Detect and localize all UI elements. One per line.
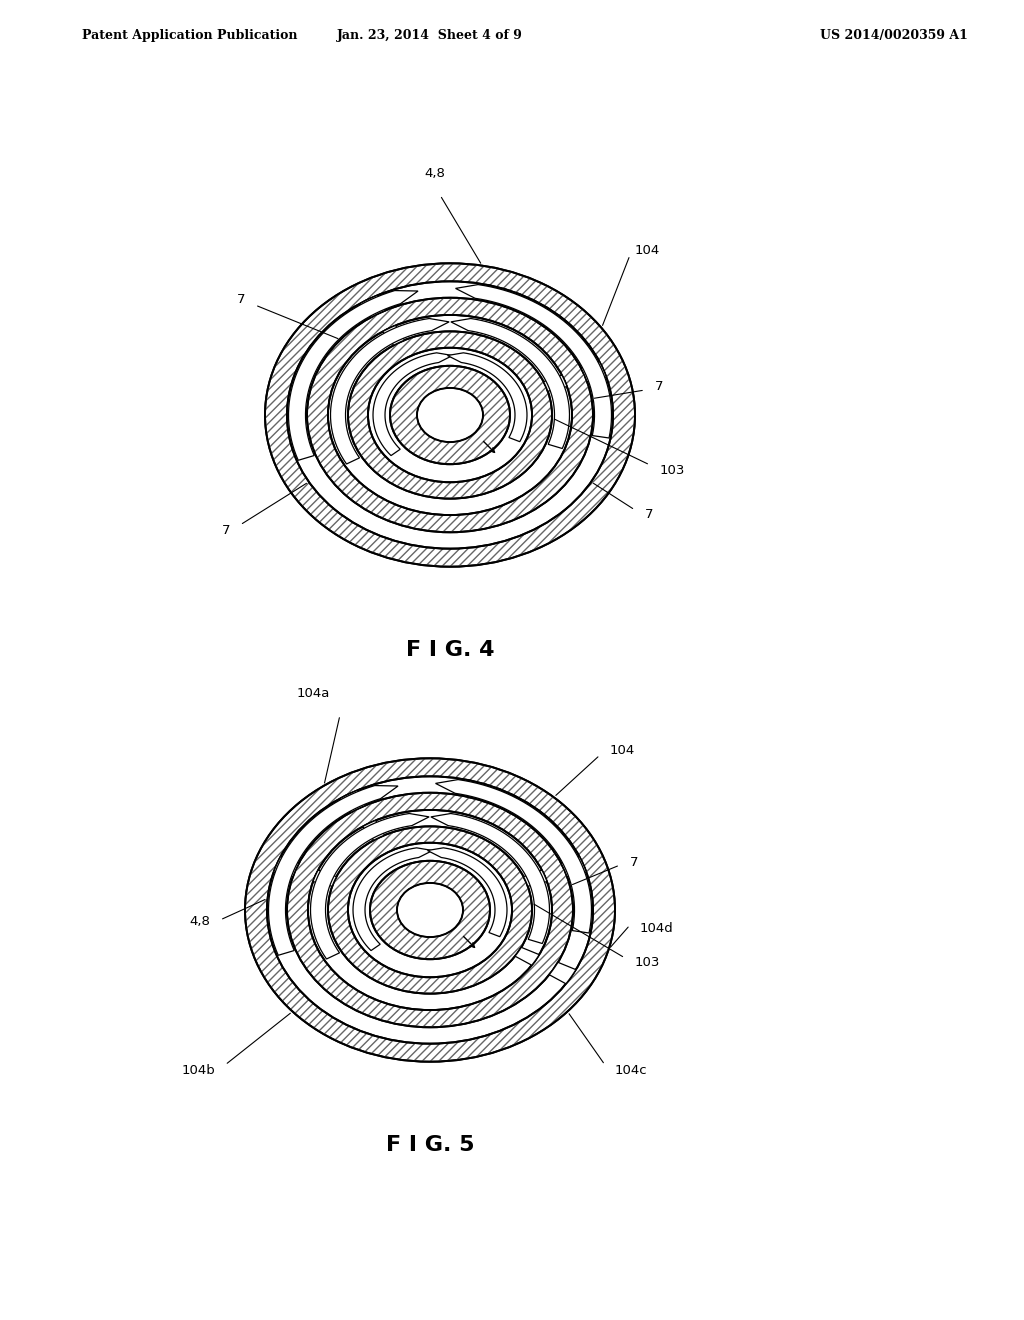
Ellipse shape — [328, 315, 572, 515]
Polygon shape — [310, 813, 429, 960]
Polygon shape — [544, 375, 567, 391]
Text: 104b: 104b — [181, 1064, 215, 1077]
Polygon shape — [549, 962, 575, 983]
Text: 7: 7 — [630, 855, 639, 869]
Text: 104d: 104d — [640, 921, 674, 935]
Polygon shape — [582, 362, 606, 381]
Ellipse shape — [370, 861, 490, 960]
Polygon shape — [561, 857, 587, 876]
Ellipse shape — [328, 826, 532, 994]
Text: F I G. 5: F I G. 5 — [386, 1135, 474, 1155]
Polygon shape — [331, 318, 450, 465]
Ellipse shape — [308, 810, 552, 1010]
Ellipse shape — [390, 366, 510, 465]
Polygon shape — [427, 847, 507, 937]
Polygon shape — [431, 813, 550, 944]
Polygon shape — [383, 326, 404, 346]
Ellipse shape — [348, 842, 512, 977]
Text: 104c: 104c — [615, 1064, 647, 1077]
Polygon shape — [435, 780, 592, 933]
Ellipse shape — [267, 776, 593, 1044]
Text: 103: 103 — [635, 956, 660, 969]
Polygon shape — [447, 352, 527, 442]
Polygon shape — [360, 296, 386, 317]
Text: US 2014/0020359 A1: US 2014/0020359 A1 — [820, 29, 968, 41]
Text: 4,8: 4,8 — [189, 916, 210, 928]
Ellipse shape — [368, 347, 532, 482]
Text: 7: 7 — [221, 524, 230, 536]
Polygon shape — [313, 870, 337, 886]
Polygon shape — [268, 785, 398, 956]
Ellipse shape — [417, 388, 483, 442]
Polygon shape — [456, 285, 611, 438]
Text: 7: 7 — [237, 293, 245, 306]
Polygon shape — [273, 857, 299, 876]
Polygon shape — [451, 318, 569, 449]
Text: Jan. 23, 2014  Sheet 4 of 9: Jan. 23, 2014 Sheet 4 of 9 — [337, 29, 523, 41]
Text: 4,8: 4,8 — [425, 168, 445, 180]
Polygon shape — [523, 870, 547, 886]
Polygon shape — [362, 821, 384, 841]
Ellipse shape — [348, 331, 552, 499]
Ellipse shape — [397, 883, 463, 937]
Ellipse shape — [287, 281, 613, 549]
Polygon shape — [373, 352, 453, 455]
Ellipse shape — [287, 793, 573, 1027]
Polygon shape — [289, 290, 418, 461]
Text: 103: 103 — [660, 463, 685, 477]
Text: F I G. 4: F I G. 4 — [406, 640, 495, 660]
Polygon shape — [353, 847, 432, 950]
Ellipse shape — [245, 758, 615, 1061]
Ellipse shape — [265, 263, 635, 566]
Text: 104: 104 — [635, 243, 660, 256]
Text: Patent Application Publication: Patent Application Publication — [82, 29, 298, 41]
Text: 7: 7 — [655, 380, 664, 393]
Polygon shape — [515, 948, 540, 965]
Text: 7: 7 — [645, 508, 653, 521]
Text: 104: 104 — [610, 743, 635, 756]
Text: 104a: 104a — [297, 686, 330, 700]
Ellipse shape — [307, 298, 593, 532]
Polygon shape — [340, 791, 367, 812]
